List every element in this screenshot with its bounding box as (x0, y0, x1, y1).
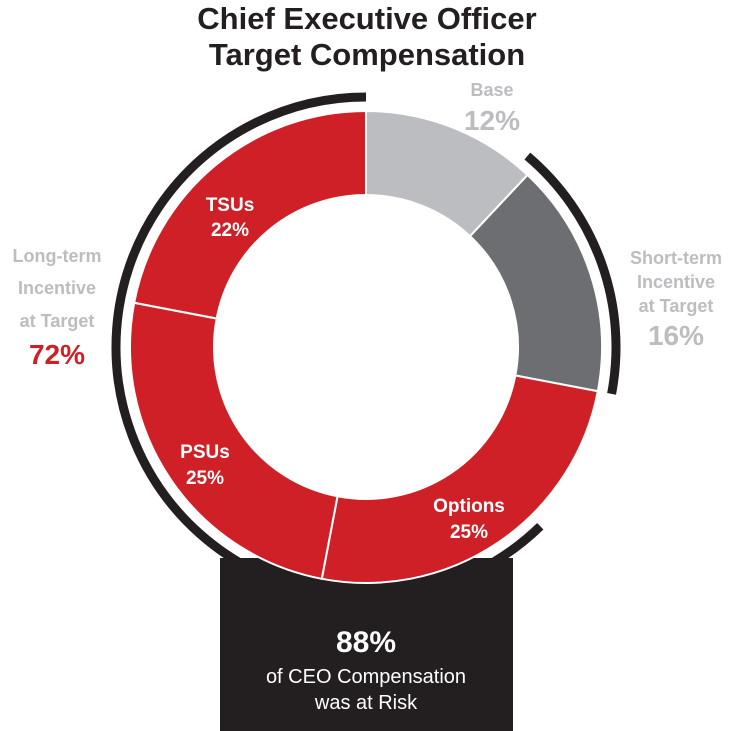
psus-label: PSUs (180, 442, 230, 463)
risk-box (220, 558, 513, 731)
long-term-label-line-2: Incentive (18, 278, 96, 298)
risk-text-line-2: was at Risk (314, 692, 418, 714)
options-value: 25% (450, 522, 488, 543)
long-term-label-line-3: at Target (20, 311, 95, 331)
slice-tsus (133, 109, 367, 320)
short-term-label-line-2: Incentive (637, 272, 715, 292)
options-label: Options (433, 496, 505, 517)
slice-options (320, 374, 599, 584)
short-term-label-line-3: at Target (639, 296, 714, 316)
chart-title-line-1: Chief Executive Officer (197, 1, 536, 36)
risk-value: 88% (336, 626, 396, 659)
tsus-label: TSUs (206, 195, 255, 216)
long-term-label-line-1: Long-term (13, 246, 102, 266)
short-term-label-line-1: Short-term (630, 248, 722, 268)
short-term-bracket (524, 152, 621, 395)
base-value: 12% (464, 105, 520, 136)
slice-psus (129, 301, 339, 580)
risk-text-line-1: of CEO Compensation (266, 666, 466, 688)
psus-value: 25% (186, 468, 224, 489)
long-term-value: 72% (29, 339, 85, 370)
tsus-value: 22% (211, 220, 249, 241)
chart-title-line-2: Target Compensation (209, 37, 525, 72)
short-term-value: 16% (648, 320, 704, 351)
base-label: Base (470, 80, 513, 100)
